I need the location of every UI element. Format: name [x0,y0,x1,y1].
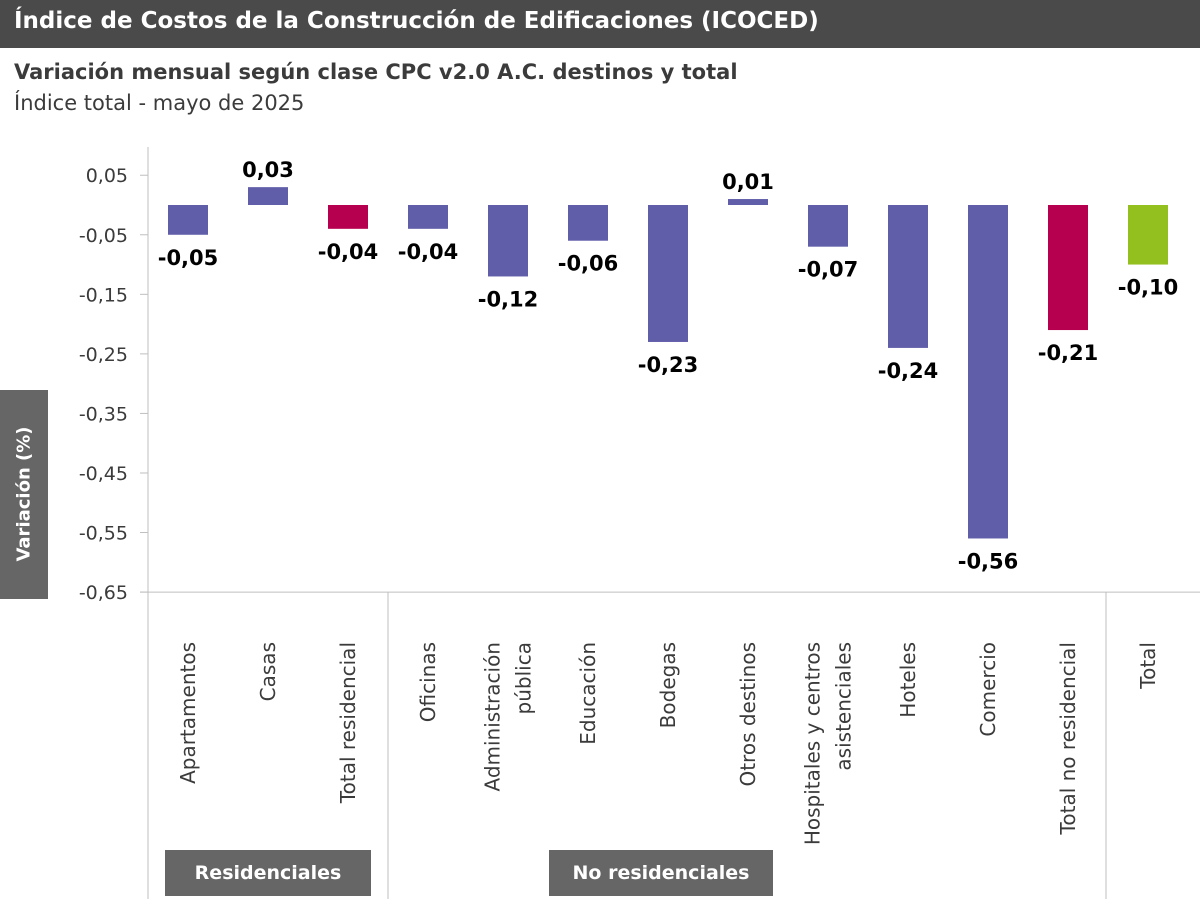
bar [568,205,608,241]
x-tick-label: Casas [256,642,280,701]
y-tick-label: -0,45 [79,463,128,485]
data-label: -0,10 [1118,276,1179,300]
bar [408,205,448,229]
bar [248,187,288,205]
data-label: 0,03 [242,158,294,182]
y-tick-label: -0,55 [79,523,128,545]
data-label: -0,04 [398,240,459,264]
x-tick-label: pública [512,642,536,714]
bar [488,205,528,277]
bar [168,205,208,235]
bar [968,205,1008,539]
chart-subtitle: Variación mensual según clase CPC v2.0 A… [14,60,738,84]
x-tick-label: Oficinas [416,642,440,722]
data-label: -0,12 [478,287,539,311]
chart-subtitle-index: Índice total - mayo de 2025 [14,91,305,115]
y-axis-label-box [0,390,48,599]
y-tick-label: -0,65 [79,582,128,604]
data-label: -0,56 [958,549,1019,573]
bar [648,205,688,342]
x-tick-label: Total residencial [336,642,360,804]
y-tick-label: -0,15 [79,284,128,306]
x-tick-label: Comercio [976,642,1000,737]
x-tick-label: Total no residencial [1056,642,1080,835]
bar [808,205,848,247]
bar [1048,205,1088,331]
y-tick-label: -0,05 [79,225,128,247]
x-tick-label: Educación [576,642,600,745]
data-label: 0,01 [722,170,774,194]
x-tick-label: asistenciales [832,642,856,771]
bar [888,205,928,348]
data-label: -0,23 [638,353,699,377]
x-tick-label: Administración [481,642,505,792]
group-label-no-residenciales: No residenciales [549,850,773,896]
data-label: -0,21 [1038,341,1099,365]
data-label: -0,24 [878,359,939,383]
group-label-residenciales: Residenciales [165,850,371,896]
x-tick-label: Apartamentos [176,642,200,784]
bar [328,205,368,229]
x-tick-label: Bodegas [656,642,680,728]
x-tick-label: Otros destinos [736,642,760,787]
y-tick-label: -0,35 [79,403,128,425]
data-label: -0,07 [798,258,859,282]
y-tick-label: 0,05 [86,165,128,187]
chart-main-title: Índice de Costos de la Construcción de E… [14,8,819,34]
y-tick-label: -0,25 [79,344,128,366]
bar [1128,205,1168,265]
data-label: -0,06 [558,252,619,276]
x-tick-label: Hoteles [896,642,920,718]
data-label: -0,04 [318,240,379,264]
x-tick-label: Hospitales y centros [801,642,825,845]
x-tick-label: Total [1136,642,1160,690]
bar [728,199,768,205]
data-label: -0,05 [158,246,219,270]
title-bar: Índice de Costos de la Construcción de E… [0,0,1200,48]
